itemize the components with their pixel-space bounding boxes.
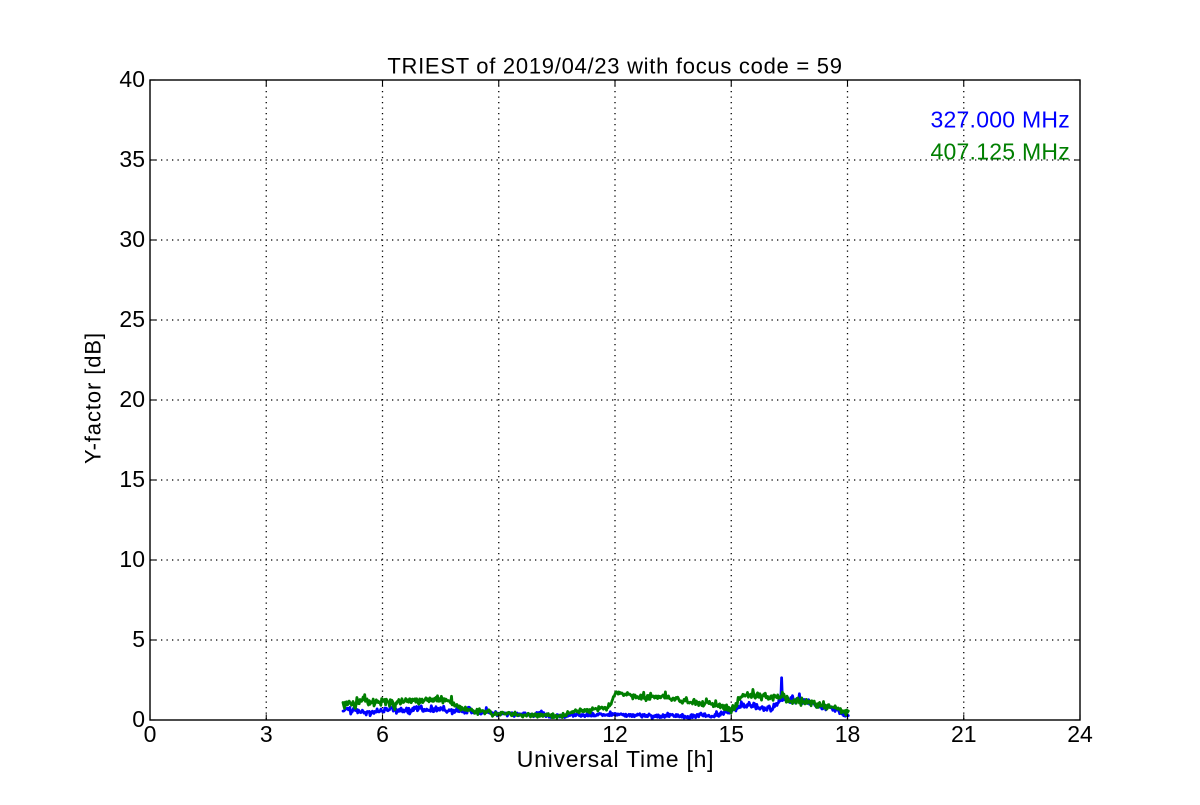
svg-text:5: 5 bbox=[132, 626, 145, 652]
svg-text:3: 3 bbox=[260, 721, 273, 747]
svg-text:Y-factor [dB]: Y-factor [dB] bbox=[81, 332, 106, 464]
svg-text:35: 35 bbox=[119, 146, 145, 172]
svg-text:12: 12 bbox=[602, 721, 628, 747]
svg-text:327.000 MHz: 327.000 MHz bbox=[930, 107, 1070, 133]
svg-text:407.125 MHz: 407.125 MHz bbox=[930, 139, 1070, 165]
svg-text:24: 24 bbox=[1067, 721, 1093, 747]
svg-text:15: 15 bbox=[119, 466, 145, 492]
svg-text:6: 6 bbox=[376, 721, 389, 747]
svg-text:Universal Time [h]: Universal Time [h] bbox=[517, 746, 715, 772]
svg-text:20: 20 bbox=[119, 386, 145, 412]
svg-text:18: 18 bbox=[835, 721, 861, 747]
svg-text:0: 0 bbox=[144, 721, 157, 747]
svg-text:21: 21 bbox=[951, 721, 977, 747]
svg-text:15: 15 bbox=[718, 721, 744, 747]
svg-text:40: 40 bbox=[119, 66, 145, 92]
svg-text:25: 25 bbox=[119, 306, 145, 332]
svg-text:9: 9 bbox=[492, 721, 505, 747]
svg-text:0: 0 bbox=[132, 706, 145, 732]
svg-text:TRIEST of 2019/04/23 with focu: TRIEST of 2019/04/23 with focus code = 5… bbox=[387, 54, 842, 79]
svg-text:30: 30 bbox=[119, 226, 145, 252]
svg-text:10: 10 bbox=[119, 546, 145, 572]
